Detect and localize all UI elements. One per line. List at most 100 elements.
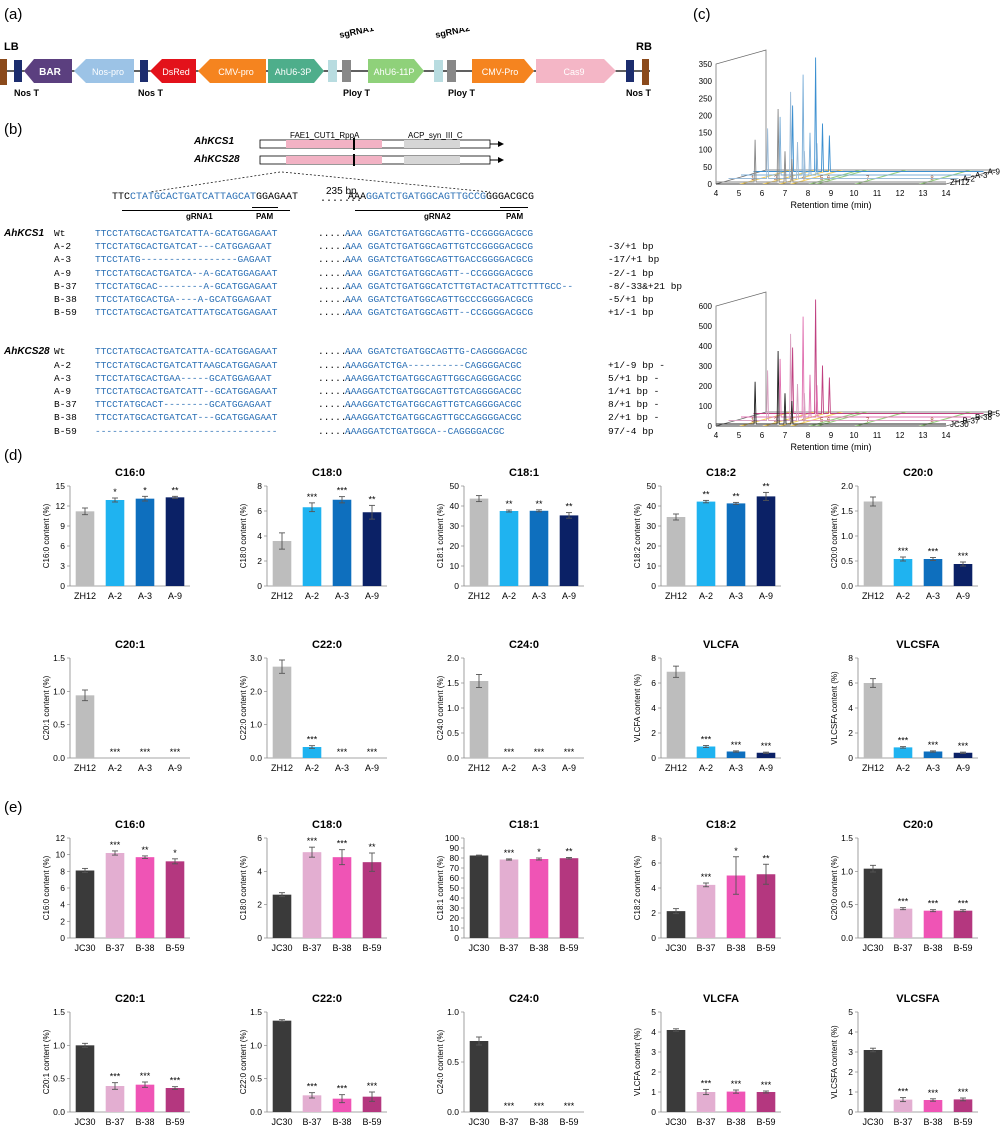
chart-bar: [362, 512, 382, 586]
chrom-y-tick: 50: [703, 163, 712, 172]
chart-y-tick: 1.0: [250, 720, 262, 730]
chart-title: C20:1: [115, 639, 145, 651]
chrom-peak-band: [814, 170, 869, 184]
chrom-x-tick: 4: [714, 431, 719, 440]
chart-x-tick: JC30: [74, 943, 95, 953]
chart-bar: [863, 1050, 883, 1112]
chrom-peak-band: [808, 412, 862, 426]
chart-title: C18:2: [706, 467, 736, 479]
ref-dots: .......: [320, 194, 363, 205]
chrom-peak-id: 2: [774, 176, 778, 182]
chart-bar: [923, 559, 943, 586]
domain-label-1: FAE1_CUT1_RppA: [290, 132, 360, 140]
chart-bar: [272, 894, 292, 938]
chart-significance: **: [141, 845, 149, 855]
chart-bar: [756, 874, 776, 938]
chart-x-tick: A-9: [759, 591, 773, 601]
chart-y-tick: 0.0: [53, 753, 65, 763]
chrom-y-tick: 400: [699, 342, 713, 351]
chart-title: C24:0: [509, 993, 539, 1005]
gene1-domain1: [286, 140, 382, 148]
chart-y-tick: 1.0: [53, 686, 65, 696]
chart-x-tick: B-38: [332, 943, 351, 953]
chart-bar: [529, 510, 549, 586]
alignment-left-seq: TTCCTATGCACTGATCA--A-GCATGGAGAAT: [95, 267, 278, 279]
alignment-left-seq: TTCCTATGCACTGA----A-GCATGGAGAAT: [95, 294, 272, 305]
ahu6-3p-arrow: [268, 59, 324, 83]
cmv-pro-label: CMV-pro: [218, 67, 254, 77]
chart-x-tick: A-3: [138, 591, 152, 601]
chart-significance: ***: [564, 747, 575, 757]
chart-title: VLCFA: [703, 639, 739, 651]
chart-significance: ***: [110, 1072, 121, 1082]
bar-chart-e-c200: C20:0 C20:0 content (%) 0.0 0.5 1.0 1.5 JC30 **…: [830, 819, 978, 953]
chart-x-tick: B-37: [302, 1117, 321, 1127]
chart-y-tick: 12: [56, 833, 66, 843]
lb-label: LB: [4, 41, 19, 53]
chrom-x-tick: 6: [760, 189, 765, 198]
chart-bar: [75, 511, 95, 586]
chart-significance: ***: [337, 486, 348, 496]
chart-x-tick: A-3: [532, 591, 546, 601]
chart-bar: [863, 683, 883, 758]
chart-bar: [726, 751, 746, 758]
chart-y-tick: 1: [848, 1087, 853, 1097]
chart-y-tick: 0: [651, 933, 656, 943]
chart-significance: ***: [958, 741, 969, 751]
alignment-indel-note: -17/+1 bp: [608, 254, 660, 266]
gene1-domain2: [404, 140, 460, 148]
chart-bar: [105, 853, 125, 938]
chart-y-tick: 50: [450, 481, 460, 491]
chrom-trace: [716, 351, 946, 425]
panel-label-c: (c): [693, 6, 711, 23]
chrom-peak-band: [814, 412, 869, 426]
chart-bar: [666, 911, 686, 938]
chrom-peak-id: 7: [866, 418, 870, 424]
chart-y-tick: 4: [257, 531, 262, 541]
domain-label-2: ACP_syn_III_C: [408, 132, 463, 140]
bar-chart-e-c240: C24:0 C24:0 content (%) 0.0 0.5 1.0 JC30 *** B-…: [436, 993, 584, 1127]
chart-x-tick: A-2: [108, 591, 122, 601]
chart-significance: ***: [761, 741, 772, 751]
chrom-x-tick: 4: [714, 189, 719, 198]
bar-chart-d-c181: C18:1 C18:1 content (%) 0 10 20 30 40 50 ZH12 ** A…: [436, 467, 584, 601]
chart-y-tick: 9: [60, 521, 65, 531]
panel-label-d: (d): [4, 447, 23, 464]
chart-y-tick: 0.5: [53, 1074, 65, 1084]
chart-y-tick: 0: [848, 753, 853, 763]
chart-bar: [165, 861, 185, 938]
chart-y-tick: 50: [647, 481, 657, 491]
chart-y-tick: 1.5: [53, 1007, 65, 1017]
chart-x-tick: ZH12: [74, 763, 96, 773]
bar-arrow: [24, 59, 72, 83]
chart-bar: [332, 857, 352, 938]
chart-significance: ***: [701, 1078, 712, 1088]
chart-title: C18:1: [509, 819, 539, 831]
chart-significance: ***: [367, 747, 378, 757]
chrom-peak-band: [854, 412, 908, 426]
chart-y-label: C20:0 content (%): [830, 503, 839, 568]
chart-y-tick: 6: [257, 506, 262, 516]
bar-chart-e-c181: C18:1 C18:1 content (%) 010203040506070809…: [436, 819, 584, 953]
alignment-right-seq: AAA GGATCTGATGGCAGTTGTCCGGGGACGCG: [345, 241, 534, 253]
chart-y-tick: 1.0: [447, 703, 459, 713]
chart-x-tick: B-38: [726, 943, 745, 953]
chrom-trace: [741, 74, 971, 176]
chart-y-tick: 1.5: [250, 1007, 262, 1017]
chrom-x-tick: 14: [942, 431, 951, 440]
chart-y-tick: 2.0: [841, 481, 853, 491]
nos-t-label-1: Nos T: [14, 88, 40, 98]
chrom-x-tick: 6: [760, 431, 765, 440]
left-border: [0, 59, 7, 85]
chart-bar: [756, 752, 776, 758]
chart-significance: ***: [928, 547, 939, 557]
chart-bar: [75, 870, 95, 938]
chart-x-tick: A-3: [335, 591, 349, 601]
chrom-peak-id: 2: [774, 418, 778, 424]
ahu6-11p-label: AhU6-11P: [374, 67, 415, 77]
chart-y-label: C24:0 content (%): [436, 1029, 445, 1094]
chart-significance: **: [505, 499, 513, 509]
